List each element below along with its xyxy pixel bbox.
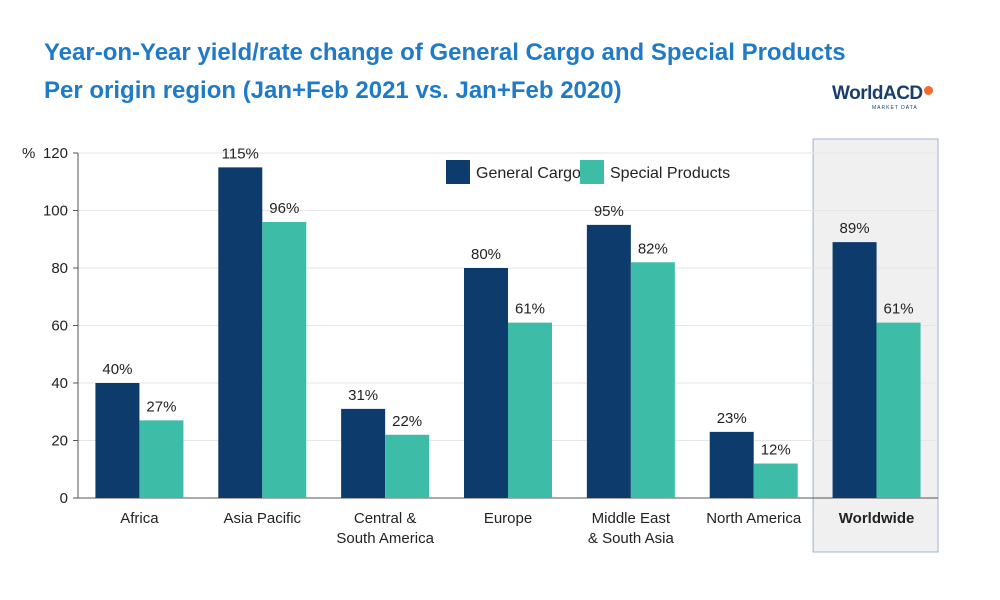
y-tick-label: 120: [43, 145, 68, 162]
bar-special-products: [262, 222, 307, 498]
y-tick-label: 60: [51, 318, 68, 335]
bar-general-cargo: [218, 167, 263, 498]
bar-general-cargo: [709, 431, 754, 498]
data-label: 96%: [269, 200, 299, 217]
worldacd-logo: WorldACD MARKET DATA: [832, 84, 933, 111]
x-tick-label: Central &: [354, 510, 417, 527]
x-tick-label: North America: [706, 510, 802, 527]
bar-general-cargo: [95, 383, 140, 498]
logo-name: WorldACD: [832, 83, 923, 104]
data-label: 82%: [638, 240, 668, 257]
legend-label: General Cargo: [476, 165, 581, 182]
logo-tagline: MARKET DATA: [872, 105, 918, 111]
y-tick-label: 80: [51, 260, 68, 277]
bar-special-products: [630, 262, 675, 498]
chart-title-line-2: Per origin region (Jan+Feb 2021 vs. Jan+…: [44, 77, 622, 104]
y-axis-label: %: [22, 145, 35, 162]
data-label: 95%: [594, 203, 624, 220]
x-tick-label: South America: [336, 530, 434, 547]
legend-swatch: [446, 160, 470, 184]
logo-dot-icon: [923, 86, 933, 95]
data-label: 61%: [515, 301, 545, 318]
x-tick-label: Middle East: [592, 510, 671, 527]
data-label: 12%: [761, 442, 791, 459]
x-tick-label: Africa: [120, 510, 159, 527]
x-tick-label: Asia Pacific: [224, 510, 302, 527]
bar-special-products: [385, 434, 430, 498]
data-label: 22%: [392, 413, 422, 430]
bar-special-products: [753, 463, 798, 498]
legend-swatch: [580, 160, 604, 184]
data-label: 80%: [471, 246, 501, 263]
data-label: 23%: [717, 410, 747, 427]
data-label: 89%: [840, 220, 870, 237]
data-label: 31%: [348, 387, 378, 404]
data-label: 61%: [884, 301, 914, 318]
chart-title-line-1: Year-on-Year yield/rate change of Genera…: [44, 39, 846, 66]
y-tick-label: 20: [51, 433, 68, 450]
bar-special-products: [876, 322, 921, 498]
chart-title: Year-on-Year yield/rate change of Genera…: [44, 34, 846, 110]
y-tick-label: 100: [43, 203, 68, 220]
bar-general-cargo: [832, 242, 877, 498]
bar-special-products: [139, 420, 184, 498]
x-tick-label: Worldwide: [839, 510, 915, 527]
y-tick-label: 0: [60, 490, 68, 507]
x-tick-label: & South Asia: [588, 530, 675, 547]
data-label: 40%: [102, 361, 132, 378]
bar-general-cargo: [464, 268, 508, 498]
data-label: 115%: [222, 145, 259, 162]
legend-label: Special Products: [610, 165, 730, 182]
y-tick-label: 40: [51, 375, 68, 392]
bar-general-cargo: [341, 408, 386, 498]
bar-general-cargo: [586, 224, 631, 498]
x-tick-label: Europe: [484, 510, 532, 527]
bar-special-products: [508, 322, 552, 498]
data-label: 27%: [146, 398, 176, 415]
